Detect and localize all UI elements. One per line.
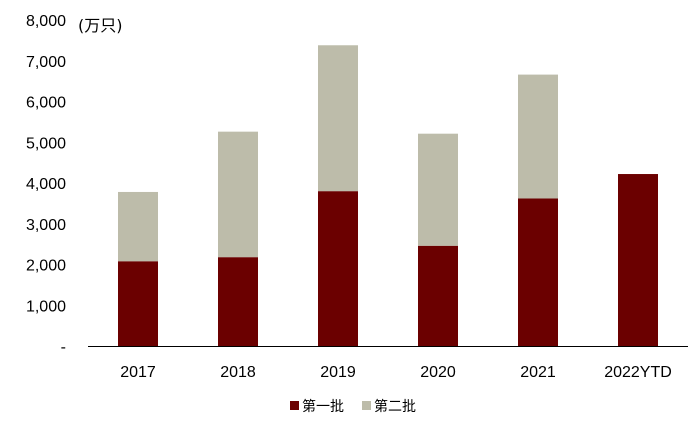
legend-label-0: 第一批 xyxy=(302,398,344,415)
bar-2021-series-1 xyxy=(518,74,558,199)
x-tick-label-5: 2022YTD xyxy=(604,364,672,381)
y-axis-unit-label: (万只) xyxy=(78,16,123,35)
y-tick-label-8: 8,000 xyxy=(26,13,66,30)
x-tick-label-2: 2019 xyxy=(320,364,356,381)
legend-swatch-1 xyxy=(362,401,371,410)
x-axis-ticks: 2017 2018 2019 2020 2021 2022YTD xyxy=(120,364,672,381)
bar-2022YTD-series-0 xyxy=(618,174,658,346)
x-tick-label-4: 2021 xyxy=(520,364,556,381)
bar-2017-series-0 xyxy=(118,261,158,346)
y-tick-label-4: 4,000 xyxy=(26,176,66,193)
bar-2020-series-1 xyxy=(418,133,458,246)
y-tick-label-3: 3,000 xyxy=(26,217,66,234)
x-tick-label-3: 2020 xyxy=(420,364,456,381)
y-tick-label-7: 7,000 xyxy=(26,54,66,71)
bar-2018-series-0 xyxy=(218,257,258,346)
bar-2020-series-0 xyxy=(418,245,458,346)
x-tick-label-0: 2017 xyxy=(120,364,156,381)
y-tick-label-5: 5,000 xyxy=(26,135,66,152)
bar-2019-series-1 xyxy=(318,45,358,192)
bar-2021-series-0 xyxy=(518,198,558,346)
bars xyxy=(118,45,658,346)
bar-2017-series-1 xyxy=(118,191,158,262)
y-axis-ticks: - 1,000 2,000 3,000 4,000 5,000 6,000 7,000 8,00… xyxy=(26,13,66,356)
legend-swatch-0 xyxy=(290,401,299,410)
y-tick-label-2: 2,000 xyxy=(26,258,66,275)
legend-label-1: 第二批 xyxy=(374,398,416,415)
y-tick-label-1: 1,000 xyxy=(26,298,66,315)
x-tick-label-1: 2018 xyxy=(220,364,256,381)
bar-2018-series-1 xyxy=(218,131,258,258)
y-tick-label-0: - xyxy=(61,339,66,356)
bar-2019-series-0 xyxy=(318,191,358,346)
y-tick-label-6: 6,000 xyxy=(26,95,66,112)
legend: 第一批 第二批 xyxy=(290,398,416,415)
